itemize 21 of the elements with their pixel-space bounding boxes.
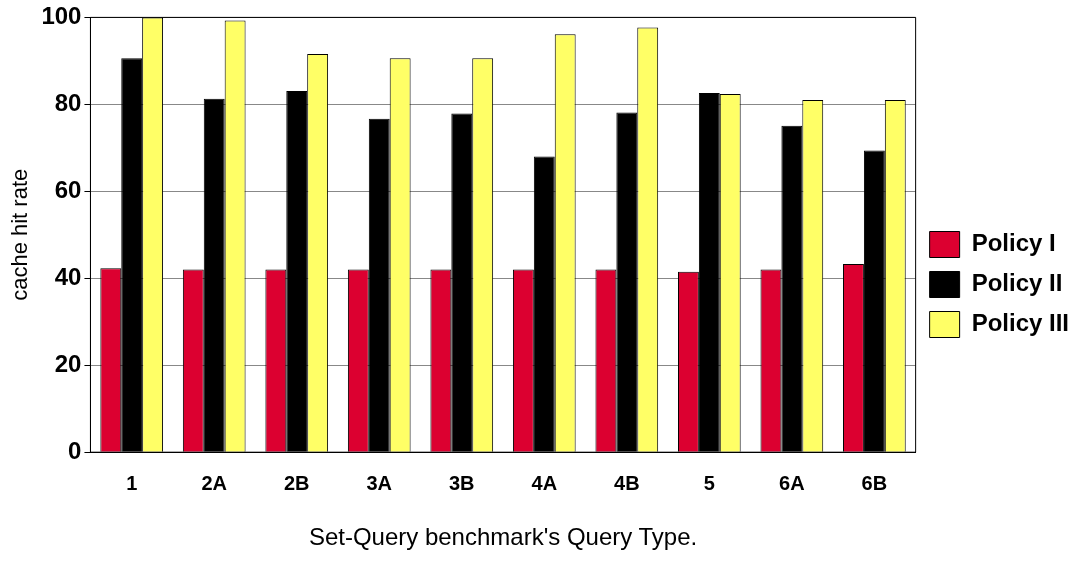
y-axis-title: cache hit rate	[7, 168, 33, 301]
x-tick-label: 6A	[779, 471, 805, 494]
x-tick-label: 4A	[531, 471, 558, 494]
x-tick-label: 2B	[283, 471, 310, 494]
x-tick-label: 1	[126, 471, 138, 494]
legend-label: Policy III	[971, 309, 1069, 337]
x-tick-label: 6B	[861, 471, 888, 494]
x-tick-label: 2A	[201, 471, 228, 494]
x-tick-label: 3B	[448, 471, 475, 494]
x-tick-label: 5	[703, 471, 715, 494]
y-tick-label: 60	[54, 175, 82, 203]
legend-label: Policy I	[971, 229, 1056, 257]
x-axis-title: Set-Query benchmark's Query Type.	[308, 523, 698, 551]
y-tick-label: 80	[54, 88, 82, 116]
y-tick-label: 20	[54, 349, 82, 377]
x-tick-label: 3A	[366, 471, 393, 494]
y-tick-label: 0	[68, 436, 82, 464]
y-tick-label: 100	[41, 2, 82, 30]
x-tick-label: 4B	[614, 471, 640, 494]
legend-label: Policy II	[971, 269, 1063, 297]
y-tick-label: 40	[54, 262, 82, 290]
